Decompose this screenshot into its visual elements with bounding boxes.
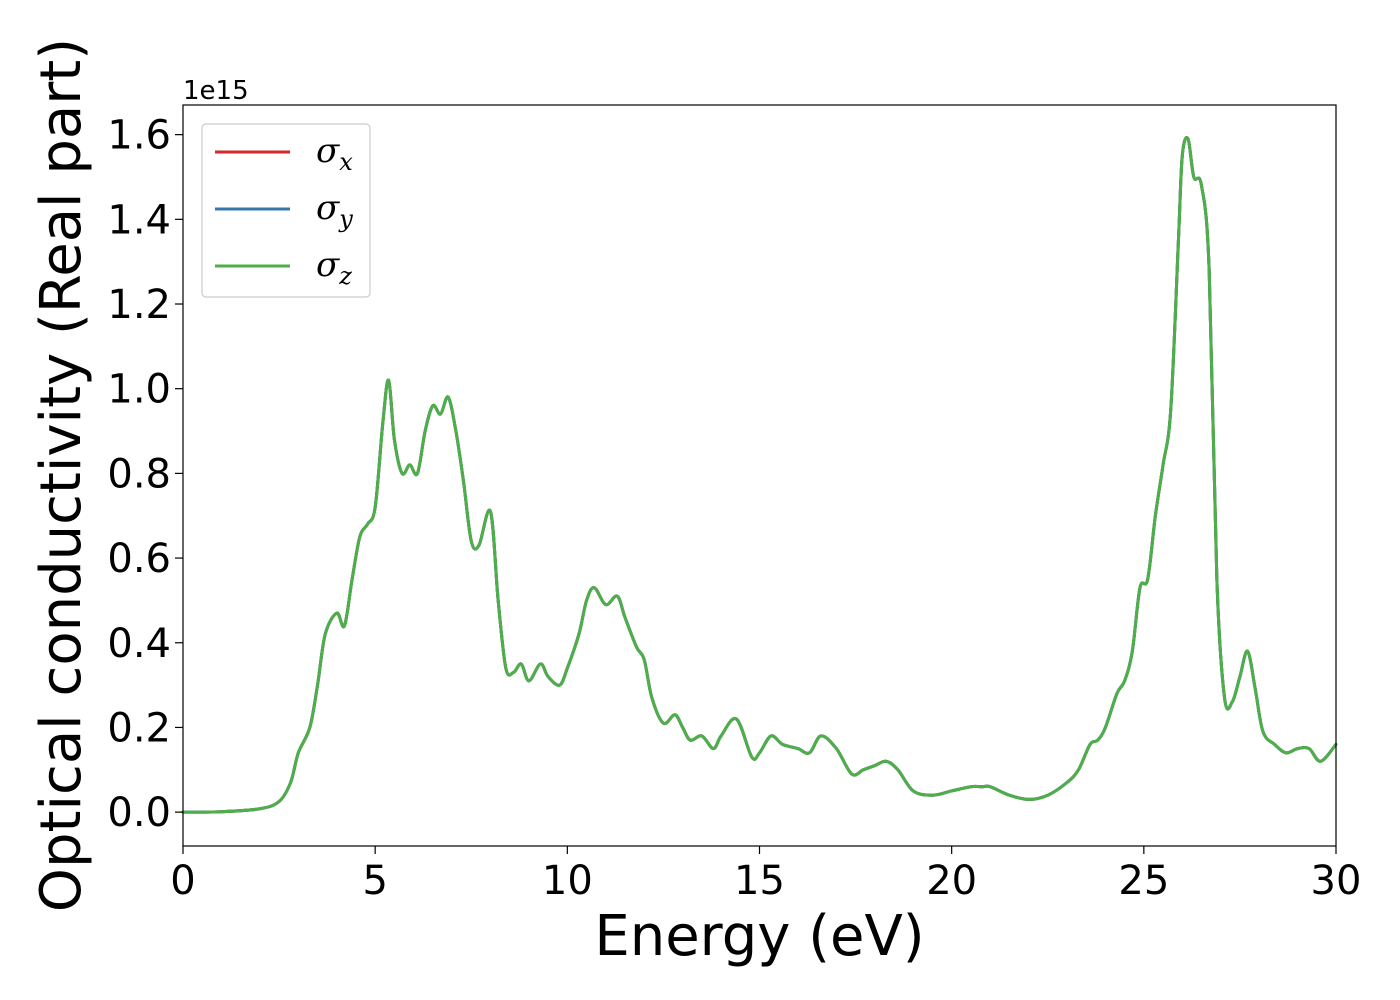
x-tick-label: 10 (542, 858, 593, 904)
legend-label-x: σx (316, 131, 353, 176)
y-tick-label: 1.6 (107, 113, 171, 159)
series-line-z (181, 136, 1338, 814)
x-axis-label: Energy (eV) (594, 904, 924, 969)
y-tick-label: 0.0 (107, 790, 171, 836)
y-tick-label: 0.6 (107, 536, 171, 582)
y-tick-label: 0.2 (107, 705, 171, 751)
y-axis-ticks: 0.0 0.2 0.4 0.6 0.8 1.0 1.2 1.4 1.6 (107, 113, 183, 836)
x-tick-label: 30 (1311, 858, 1362, 904)
y-tick-label: 0.4 (107, 621, 171, 667)
y-tick-label: 1.0 (107, 367, 171, 413)
x-tick-label: 0 (170, 858, 195, 904)
x-tick-label: 15 (734, 858, 785, 904)
y-tick-label: 1.2 (107, 282, 171, 328)
x-tick-label: 20 (926, 858, 977, 904)
y-offset-text: 1e15 (183, 76, 249, 106)
x-axis-ticks: 0 5 10 15 20 25 30 (170, 846, 1361, 904)
x-tick-label: 25 (1118, 858, 1169, 904)
y-tick-label: 0.8 (107, 451, 171, 497)
x-tick-label: 5 (362, 858, 387, 904)
y-tick-label: 1.4 (107, 197, 171, 243)
y-axis-label: Optical conductivity (Real part) (29, 38, 94, 912)
series-layer (181, 136, 1338, 814)
